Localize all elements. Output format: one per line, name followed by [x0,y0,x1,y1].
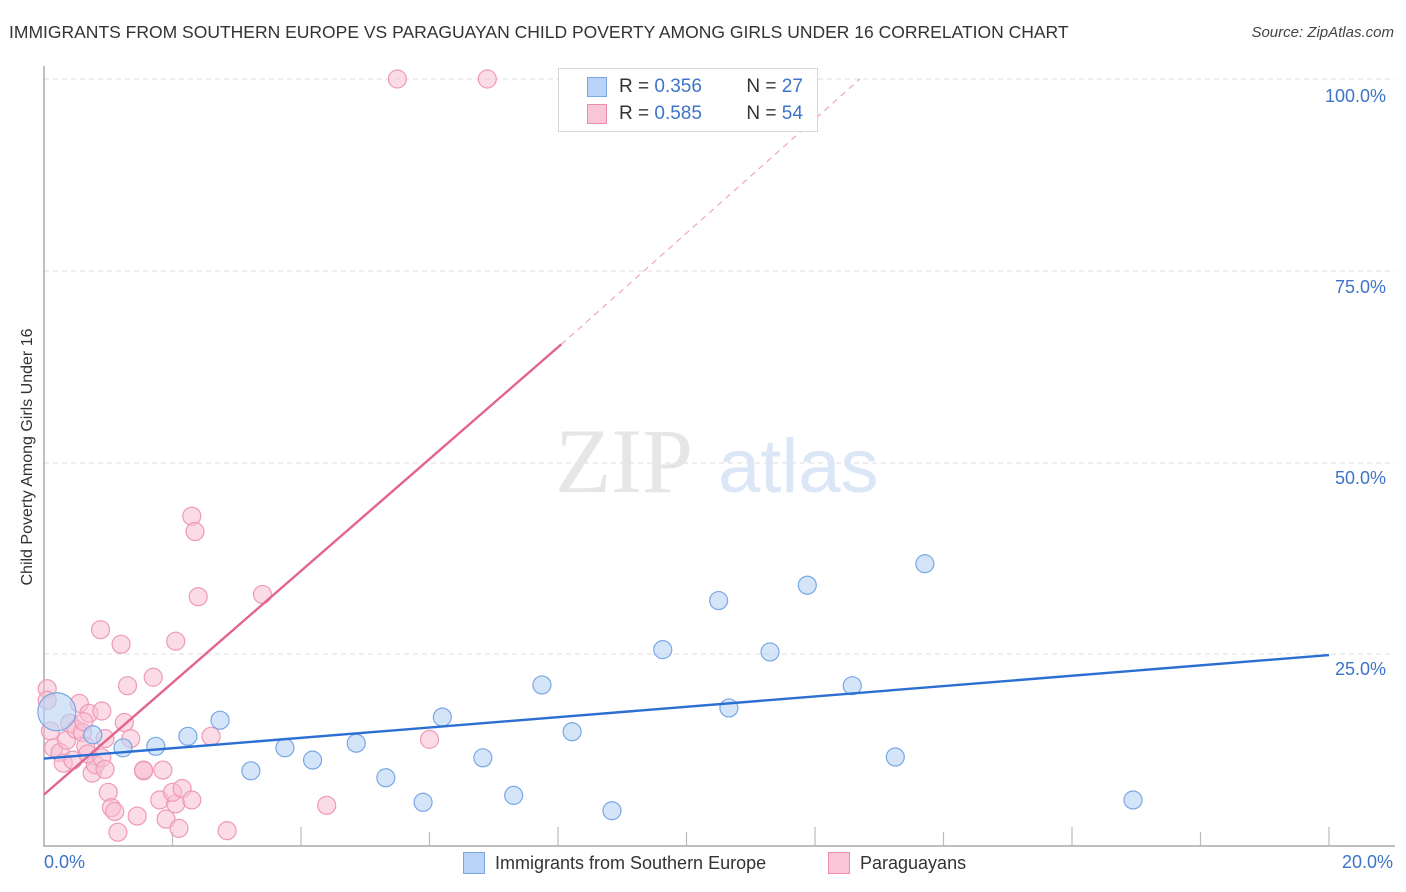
data-point [127,806,147,826]
r-value: 0.585 [654,103,702,124]
data-point [153,760,173,780]
data-point [719,698,739,718]
watermark: ZIP atlas [555,410,879,512]
data-point [432,707,452,727]
data-point [346,733,366,753]
svg-text:ZIP: ZIP [555,410,693,512]
svg-text:atlas: atlas [718,424,879,509]
data-point [74,712,94,732]
data-point [92,701,112,721]
data-point [1123,790,1143,810]
y-tick-100: 100.0% [1324,86,1386,106]
data-point [182,790,202,810]
legend-row-southern-europe: R = 0.356 N = 27 [587,75,803,99]
n-value: 27 [781,76,803,97]
n-value: 54 [781,103,803,124]
data-point [83,725,103,745]
data-point [709,590,729,611]
data-point [133,760,154,780]
bottom-legend-paraguayans: Paraguayans [828,852,966,874]
blue-swatch-icon [587,77,607,97]
data-point [252,584,273,605]
correlation-legend: R = 0.356 N = 27 R = 0.585 N = 54 [558,68,818,132]
data-point [915,554,935,574]
pink-swatch-icon [828,852,850,874]
legend-label: Immigrants from Southern Europe [495,852,767,873]
paraguayans-points [37,69,497,842]
data-point [317,795,337,815]
y-tick-50: 50.0% [1334,468,1386,488]
data-point [210,710,230,730]
y-axis-label: Child Poverty Among Girls Under 16 [19,328,36,586]
source-label: Source: ZipAtlas.com [1251,24,1394,41]
r-label: R = [619,103,655,124]
data-point [143,667,163,687]
x-tick-max: 20.0% [1341,852,1393,872]
data-point [387,69,407,89]
data-point [562,722,582,742]
data-point [797,575,817,595]
y-tick-75: 75.0% [1334,277,1386,297]
data-point [105,801,125,822]
r-label: R = [619,76,655,97]
blue-swatch-icon [463,852,485,874]
data-point [885,747,905,767]
data-point [376,768,396,788]
data-point [302,750,323,770]
legend-row-paraguayans: R = 0.585 N = 54 [587,102,803,126]
data-point [473,748,493,768]
data-point [95,759,115,779]
data-point [108,822,128,842]
legend-label: Paraguayans [860,852,967,873]
data-point [413,792,433,812]
y-tick-25: 25.0% [1334,659,1386,679]
n-label: N = [746,103,782,124]
chart-title: IMMIGRANTS FROM SOUTHERN EUROPE VS PARAG… [9,22,1069,42]
data-point [146,736,166,756]
data-point [178,726,198,746]
n-label: N = [746,76,782,97]
data-point [166,631,186,651]
data-point [842,676,862,696]
data-point [760,642,780,662]
data-point [117,676,138,696]
x-tick-min: 0.0% [44,852,86,872]
data-point [241,761,261,781]
data-point [111,634,131,654]
pink-swatch-icon [587,104,607,124]
data-point [90,620,111,640]
data-point [504,785,524,805]
data-point [653,640,673,660]
r-value: 0.356 [654,76,702,97]
data-point [37,692,77,732]
data-point [477,69,497,89]
data-point [602,801,622,821]
data-point [419,729,440,749]
data-point [169,818,189,838]
gridlines [44,78,1395,655]
bottom-legend-southern-europe: Immigrants from Southern Europe [463,852,766,874]
data-point [113,738,133,758]
data-point [275,738,295,758]
data-point [201,726,221,746]
data-point [532,675,552,695]
data-point [188,587,208,607]
data-point [185,521,205,542]
data-point [217,821,237,841]
